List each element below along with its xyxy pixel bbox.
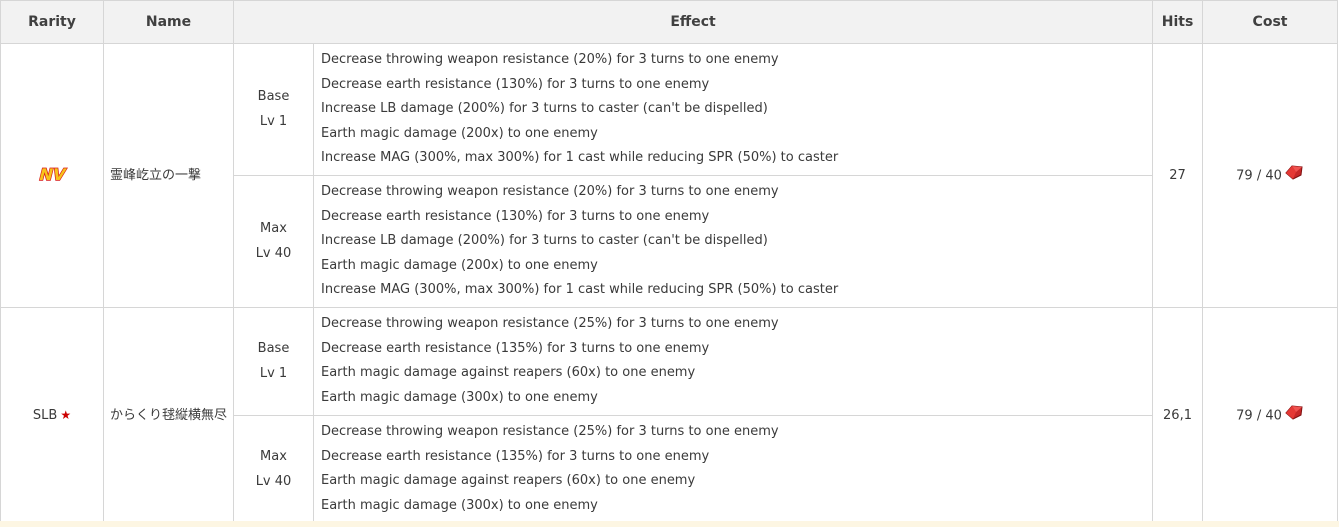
- table-row: NV 霊峰屹立の一撃 Base Lv 1 Decrease throwing w…: [0, 43, 1339, 308]
- effects-cell: Decrease throwing weapon resistance (25%…: [312, 415, 1154, 524]
- effect-line: Increase LB damage (200%) for 3 turns to…: [321, 233, 768, 248]
- header-name: Name: [103, 0, 234, 44]
- level-label: Base Lv 1: [233, 307, 314, 416]
- effect-line: Decrease earth resistance (135%) for 3 t…: [321, 448, 710, 464]
- effects-cell: Decrease throwing weapon resistance (20%…: [312, 43, 1154, 176]
- effect-line: Increase MAG (300%, max 300%) for 1 cast…: [321, 150, 839, 165]
- level-label: Max Lv 40: [233, 415, 314, 524]
- effect-line: Earth magic damage against reapers (60x)…: [321, 365, 696, 380]
- cost-cell: 79 / 40: [1202, 307, 1339, 524]
- level-label: Base Lv 1: [233, 43, 314, 176]
- effect-line: Decrease throwing weapon resistance (20%…: [321, 52, 779, 67]
- rarity-cell: SLB ★: [0, 307, 104, 524]
- header-rarity: Rarity: [0, 0, 104, 44]
- hits-cell: 27: [1152, 43, 1204, 308]
- rarity-cell: NV: [0, 43, 104, 308]
- svg-text:NV: NV: [37, 165, 68, 183]
- effects-cell: Decrease throwing weapon resistance (25%…: [312, 307, 1154, 416]
- cost-cell: 79 / 40: [1202, 43, 1339, 308]
- effect-line: Decrease throwing weapon resistance (20%…: [321, 184, 779, 199]
- table-row: Max Lv 40 Decrease throwing weapon resis…: [1, 175, 1338, 308]
- page-bottom-strip: [0, 521, 1339, 527]
- rarity-label: SLB: [32, 408, 58, 423]
- lb-crystal-icon: [1284, 164, 1304, 184]
- effect-line: Increase MAG (300%, max 300%) for 1 cast…: [321, 282, 839, 297]
- header-effect: Effect: [232, 0, 1154, 44]
- nv-logo-icon: NV: [36, 164, 69, 187]
- table-row: Max Lv 40 Decrease throwing weapon resis…: [1, 415, 1338, 524]
- effect-line: Decrease earth resistance (135%) for 3 t…: [321, 340, 710, 356]
- cost-value: 79 / 40: [1236, 168, 1282, 183]
- level-number: Lv 40: [255, 245, 292, 261]
- header-hits: Hits: [1152, 0, 1204, 44]
- effect-line: Earth magic damage (300x) to one enemy: [321, 497, 598, 513]
- star-icon: ★: [60, 408, 72, 422]
- effect-line: Increase LB damage (200%) for 3 turns to…: [321, 101, 768, 116]
- lb-crystal-icon: [1284, 404, 1304, 424]
- effects-cell: Decrease throwing weapon resistance (20%…: [312, 175, 1154, 308]
- effect-line: Earth magic damage against reapers (60x)…: [321, 473, 696, 488]
- level-name: Max: [260, 221, 287, 236]
- lb-name: 霊峰屹立の一撃: [103, 43, 234, 308]
- hits-cell: 26,1: [1152, 307, 1204, 524]
- effect-line: Earth magic damage (200x) to one enemy: [321, 125, 598, 141]
- level-label: Max Lv 40: [233, 175, 314, 308]
- effect-line: Decrease throwing weapon resistance (25%…: [321, 424, 779, 439]
- table-header: Rarity Name Effect Hits Cost: [0, 0, 1339, 44]
- effect-line: Earth magic damage (300x) to one enemy: [321, 389, 598, 405]
- effect-line: Decrease earth resistance (130%) for 3 t…: [321, 76, 710, 92]
- table-row: SLB ★ からくり毬縦横無尽 Base Lv 1 Decrease throwi…: [0, 307, 1339, 524]
- effect-line: Decrease earth resistance (130%) for 3 t…: [321, 208, 710, 224]
- level-number: Lv 40: [255, 473, 292, 489]
- effect-line: Decrease throwing weapon resistance (25%…: [321, 316, 779, 331]
- cost-value: 79 / 40: [1236, 408, 1282, 423]
- level-name: Base: [257, 341, 290, 356]
- header-cost: Cost: [1202, 0, 1339, 44]
- effect-line: Earth magic damage (200x) to one enemy: [321, 257, 598, 273]
- level-number: Lv 1: [259, 365, 288, 381]
- level-number: Lv 1: [259, 113, 288, 129]
- lb-name: からくり毬縦横無尽: [103, 307, 234, 524]
- level-name: Max: [260, 449, 287, 464]
- level-name: Base: [257, 89, 290, 104]
